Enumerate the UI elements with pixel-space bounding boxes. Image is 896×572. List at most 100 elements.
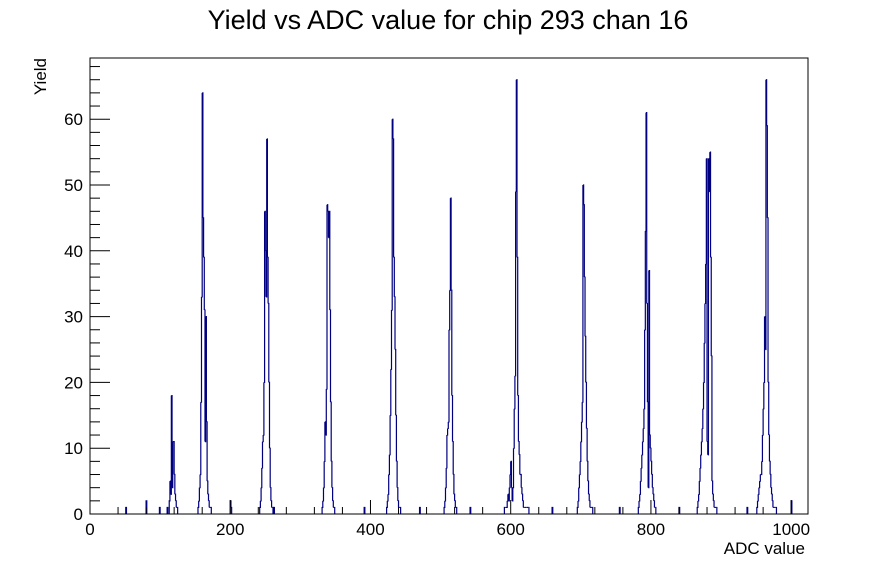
histogram-bin (322, 487, 325, 502)
histogram-bin (766, 125, 768, 218)
histogram-bin (707, 158, 710, 456)
histogram-bin (507, 493, 510, 501)
histogram-bin (650, 460, 653, 475)
histogram-bin (205, 316, 207, 422)
histogram-bin (266, 138, 268, 258)
histogram-bin (363, 506, 366, 514)
histogram-bin (579, 461, 581, 476)
histogram-bin (176, 506, 179, 514)
x-tick-label: 1000 (772, 520, 810, 539)
histogram-bin (451, 394, 454, 442)
histogram-bin (653, 493, 655, 501)
y-tick-label: 40 (64, 242, 83, 261)
histogram-bin (775, 506, 778, 514)
histogram-bin (394, 296, 396, 350)
histogram-bin (447, 421, 449, 430)
histogram-bin (696, 500, 699, 514)
histogram-bin (646, 112, 648, 304)
histogram-bin (646, 302, 649, 403)
histogram-bin (592, 506, 594, 514)
histogram-bin (270, 500, 273, 508)
x-tick-label: 800 (637, 520, 665, 539)
histogram-bin (765, 79, 768, 126)
histogram-bin (698, 481, 700, 495)
histogram-bin (650, 447, 652, 462)
y-tick-label: 0 (74, 505, 83, 524)
histogram-bin (390, 369, 392, 416)
histogram-bin (392, 118, 394, 139)
histogram-bin (201, 92, 203, 298)
histogram-bin (580, 441, 582, 462)
histogram-bin (208, 500, 210, 508)
histogram-bin (589, 500, 591, 508)
histogram-bin (450, 197, 452, 291)
histogram-bin (508, 487, 510, 502)
histogram-bin (202, 92, 204, 218)
histogram-bin (709, 151, 712, 258)
histogram-bin (586, 427, 588, 462)
x-tick-label: 200 (216, 520, 244, 539)
histogram-bin (445, 467, 447, 489)
histogram-bin (587, 480, 590, 495)
histogram-bin (653, 500, 656, 508)
histogram-bin (395, 414, 398, 462)
histogram-bin (770, 487, 773, 495)
x-tick-label: 0 (85, 520, 94, 539)
y-tick-label: 30 (64, 308, 83, 327)
histogram-bin (207, 493, 210, 501)
histogram-bin (267, 256, 269, 304)
histogram-bin (446, 428, 449, 436)
histogram-bin (272, 506, 274, 514)
histogram-bin (331, 487, 334, 501)
histogram-bin (768, 434, 771, 462)
histogram-bin (757, 494, 759, 502)
histogram-bin (391, 119, 393, 311)
histogram-bin (511, 487, 513, 501)
histogram-bin (175, 500, 177, 508)
histogram-bin (263, 382, 265, 436)
histogram-series (125, 79, 793, 514)
histogram-bin (259, 500, 261, 514)
histogram-bin (642, 428, 644, 443)
histogram-bin (199, 474, 201, 489)
histogram-bin (389, 415, 391, 456)
histogram-bin (510, 460, 512, 488)
histogram-bin (386, 500, 388, 514)
histogram-bin (758, 487, 760, 495)
histogram-bin (765, 79, 767, 351)
histogram-bin (418, 506, 421, 514)
histogram-bin (758, 481, 761, 489)
histogram-bin (207, 480, 209, 495)
histogram-bin (706, 158, 708, 442)
histogram-bin (702, 382, 705, 410)
histogram-bin (324, 421, 326, 462)
histogram-bin (329, 309, 332, 403)
y-tick-label: 60 (64, 110, 83, 129)
histogram-bin (326, 204, 328, 390)
histogram-bin (261, 441, 264, 469)
histogram-bin (515, 79, 517, 193)
histogram-bin (764, 316, 766, 350)
histogram-bin (388, 474, 390, 495)
histogram-bin (643, 408, 645, 430)
histogram-bin (323, 461, 325, 489)
histogram-bin (454, 500, 456, 508)
histogram-bin (265, 138, 268, 298)
histogram-bin (452, 441, 454, 475)
histogram-bin (587, 460, 589, 482)
histogram-bin (709, 152, 711, 193)
histogram-bin (507, 494, 509, 502)
histogram-bin (174, 493, 177, 501)
histogram-bin (198, 487, 200, 502)
histogram-bin (446, 435, 448, 469)
histogram-bin (387, 494, 389, 502)
histogram-bin (168, 481, 171, 514)
histogram-bin (514, 191, 517, 377)
y-axis: 0 10 20 30 40 50 60 (64, 66, 110, 524)
histogram-bin (704, 303, 706, 344)
histogram-bin (710, 256, 712, 357)
histogram-bin (328, 211, 330, 239)
histogram-bin (762, 408, 764, 436)
histogram-bin (528, 506, 530, 514)
